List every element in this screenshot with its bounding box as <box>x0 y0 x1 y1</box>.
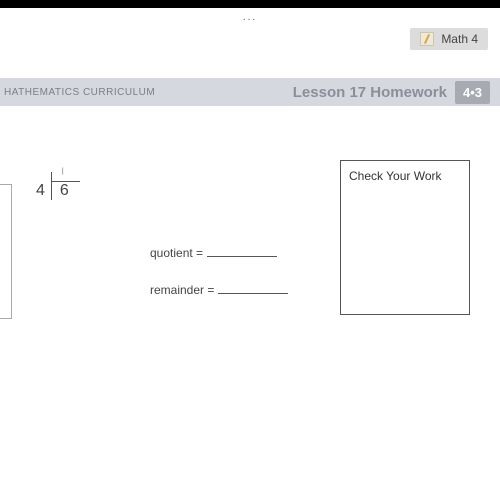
quotient-placeholder-mark: | <box>62 168 69 175</box>
badge-label: Math 4 <box>441 32 478 46</box>
worksheet-content: 4 | 6 quotient = remainder = Check Your … <box>0 160 500 420</box>
answer-blanks: quotient = remainder = <box>150 245 288 319</box>
division-bar <box>52 181 80 182</box>
header-right: Lesson 17 Homework 4•3 <box>293 81 490 104</box>
remainder-row: remainder = <box>150 282 288 297</box>
subject-badge[interactable]: Math 4 <box>410 28 488 50</box>
left-partial-box <box>0 184 12 319</box>
curriculum-label: HATHEMATICS CURRICULUM <box>0 87 155 98</box>
long-division-problem: 4 | 6 <box>36 172 69 200</box>
page-header: HATHEMATICS CURRICULUM Lesson 17 Homewor… <box>0 78 500 106</box>
lesson-code: 4•3 <box>455 81 490 104</box>
notebook-icon <box>420 32 434 46</box>
division-bracket: | 6 <box>51 172 69 200</box>
check-box-title: Check Your Work <box>349 169 442 183</box>
pencil-icon <box>424 34 430 44</box>
remainder-label: remainder = <box>150 283 214 297</box>
quotient-blank[interactable] <box>207 245 277 257</box>
remainder-blank[interactable] <box>218 282 288 294</box>
dividend: 6 <box>60 182 69 199</box>
overflow-ellipsis[interactable]: ... <box>243 12 257 23</box>
window-top-bar <box>0 0 500 8</box>
quotient-row: quotient = <box>150 245 288 260</box>
lesson-title: Lesson 17 Homework <box>293 84 447 101</box>
divisor: 4 <box>36 172 48 200</box>
quotient-label: quotient = <box>150 246 203 260</box>
check-your-work-box[interactable]: Check Your Work <box>340 160 470 315</box>
